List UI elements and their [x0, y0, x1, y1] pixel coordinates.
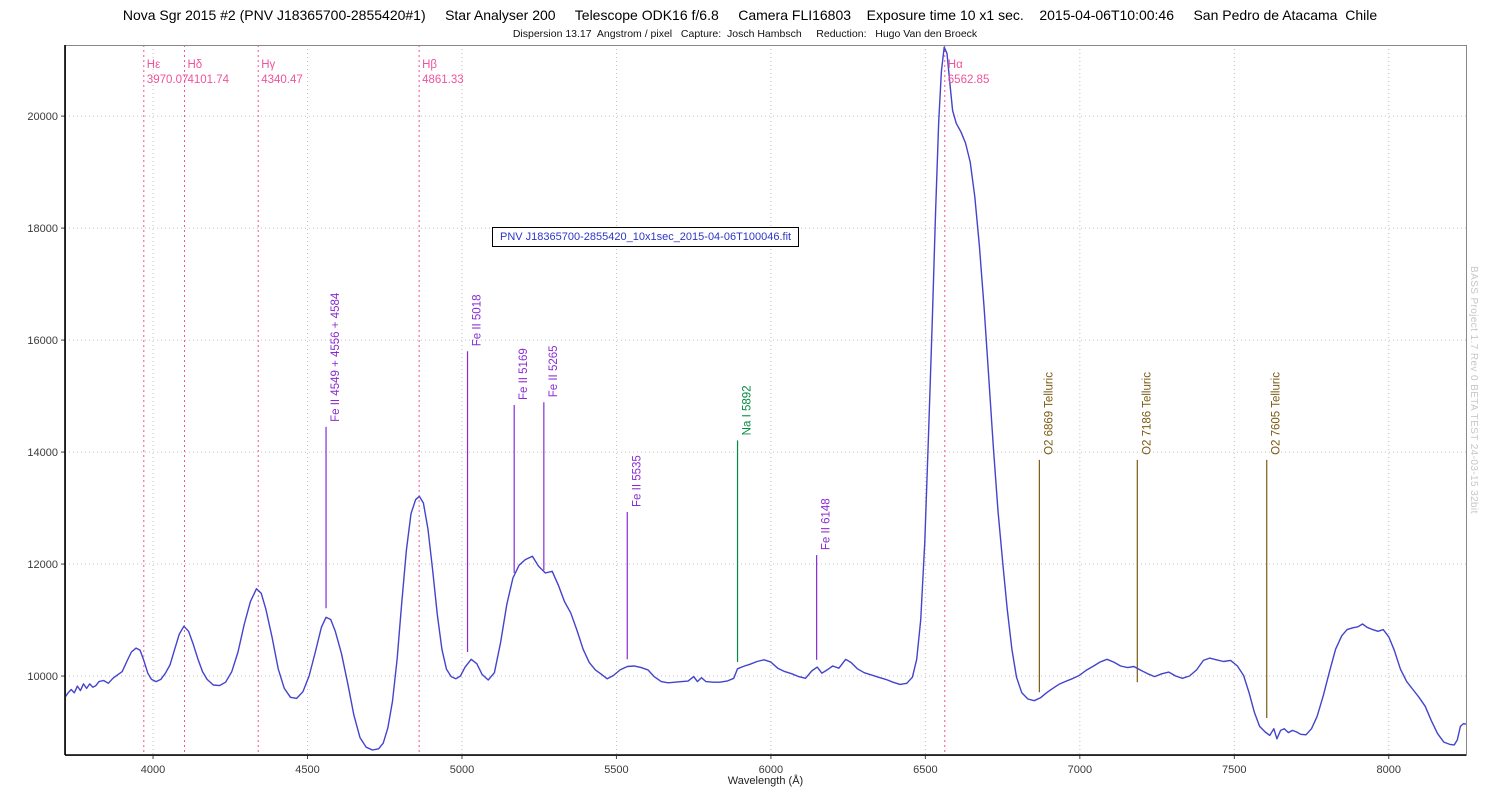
plot-frame [65, 45, 1467, 756]
x-tick-label: 5000 [450, 764, 474, 776]
fit-filename-label: PNV J18365700-2855420_10x1sec_2015-04-06… [492, 227, 800, 247]
x-tick-label: 7500 [1222, 764, 1246, 776]
x-tick-label: 5500 [604, 764, 628, 776]
balmer-label-value: 4101.74 [187, 74, 229, 86]
y-tick-label: 20000 [27, 111, 58, 123]
x-tick-label: 4000 [141, 764, 165, 776]
balmer-label-name: Hδ [187, 59, 202, 71]
element-label: Fe II 6148 [821, 498, 833, 550]
balmer-label-name: Hγ [261, 59, 275, 71]
x-tick-label: 4500 [295, 764, 319, 776]
balmer-label-value: 3970.07 [147, 74, 189, 86]
y-tick-label: 16000 [27, 335, 58, 347]
element-label: O2 7605 Telluric [1271, 372, 1283, 455]
x-tick-label: 6500 [913, 764, 937, 776]
chart-title: Nova Sgr 2015 #2 (PNV J18365700-2855420#… [122, 7, 1378, 23]
y-tick-label: 14000 [27, 447, 58, 459]
x-tick-label: 7000 [1068, 764, 1092, 776]
element-label: Fe II 5535 [631, 455, 643, 507]
balmer-label-value: 4861.33 [422, 74, 464, 86]
element-label: Fe II 4549 + 4556 + 4584 [330, 292, 342, 422]
y-tick-label: 12000 [27, 559, 58, 571]
balmer-label-name: Hβ [422, 59, 437, 71]
balmer-label-value: 6562.85 [948, 74, 990, 86]
element-label: Fe II 5169 [518, 348, 530, 400]
balmer-label-name: Hε [147, 59, 160, 71]
x-tick-label: 6000 [759, 764, 783, 776]
element-label: Na I 5892 [742, 385, 754, 435]
balmer-label-name: Hα [948, 59, 963, 71]
chart-subtitle: Dispersion 13.17 Angstrom / pixel Captur… [512, 28, 978, 40]
element-label: O2 6869 Telluric [1043, 372, 1055, 455]
x-tick-label: 8000 [1377, 764, 1401, 776]
spectrum-curve [64, 46, 1467, 751]
y-tick-label: 10000 [27, 671, 58, 683]
y-tick-label: 18000 [27, 223, 58, 235]
bass-version-watermark: BASS Project 1.7 Rev 0 BETA TEST 24-03-1… [1468, 266, 1479, 514]
element-label: Fe II 5265 [548, 345, 560, 397]
balmer-label-value: 4340.47 [261, 74, 303, 86]
x-axis-title: Wavelength (Å) [727, 775, 804, 787]
element-label: Fe II 5018 [472, 294, 484, 346]
element-label: O2 7186 Telluric [1141, 372, 1153, 455]
